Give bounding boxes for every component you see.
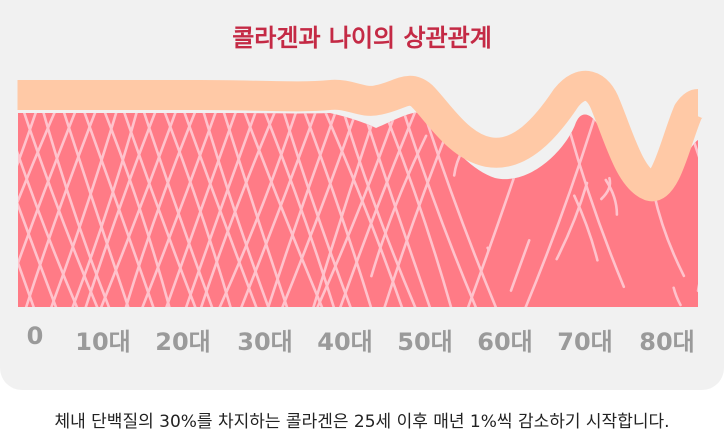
collagen-fiber xyxy=(82,112,162,308)
collagen-skin-diagram xyxy=(0,70,704,312)
caption-text: 체내 단백질의 30%를 차지하는 콜라겐은 25세 이후 매년 1%씩 감소하… xyxy=(54,412,670,432)
collagen-fiber xyxy=(604,178,619,216)
age-label-20s: 20대 xyxy=(155,328,211,356)
age-label-40s: 40대 xyxy=(317,328,373,356)
collagen-fiber xyxy=(118,112,199,308)
collagen-fiber xyxy=(216,112,302,308)
collagen-fiber xyxy=(418,112,500,308)
collagen-fiber xyxy=(338,112,419,308)
collagen-fiber xyxy=(0,100,16,312)
collagen-fiber xyxy=(218,112,290,308)
collagen-fiber xyxy=(314,112,402,308)
collagen-fiber xyxy=(18,112,37,308)
collagen-fiber xyxy=(18,112,82,308)
age-label-80s: 80대 xyxy=(639,328,695,356)
collagen-fiber xyxy=(18,112,62,308)
age-label-30s: 30대 xyxy=(237,328,293,356)
collagen-fiber xyxy=(600,176,612,201)
collagen-fiber xyxy=(238,112,322,308)
collagen-fibers xyxy=(0,100,698,312)
age-label-0: 0 xyxy=(26,322,44,350)
collagen-fiber xyxy=(522,112,602,308)
collagen-fiber xyxy=(123,112,202,308)
age-label-70s: 70대 xyxy=(557,328,613,356)
collagen-fiber xyxy=(278,112,354,308)
age-label-50s: 50대 xyxy=(397,328,453,356)
collagen-fiber xyxy=(370,134,428,278)
collagen-fiber xyxy=(18,112,22,308)
collagen-fiber xyxy=(98,112,172,308)
collagen-fiber xyxy=(183,112,262,308)
collagen-fiber xyxy=(18,112,81,308)
age-label-60s: 60대 xyxy=(477,328,533,356)
collagen-fiber xyxy=(337,112,422,308)
collagen-fiber xyxy=(265,112,342,308)
collagen-fiber xyxy=(310,112,382,308)
collagen-fiber xyxy=(69,112,142,308)
collagen-fiber xyxy=(139,112,222,308)
collagen-fiber xyxy=(18,112,101,308)
collagen-fiber xyxy=(98,112,182,308)
skin-surface xyxy=(18,70,704,201)
collagen-fiber xyxy=(23,112,102,308)
age-label-10s: 10대 xyxy=(75,328,131,356)
collagen-fiber xyxy=(198,112,272,308)
collagen-fiber xyxy=(163,112,242,308)
collagen-fiber xyxy=(279,112,362,308)
collagen-fiber xyxy=(18,112,60,308)
collagen-fiber xyxy=(696,216,698,293)
collagen-fiber xyxy=(564,116,626,289)
diagram-title: 콜라겐과 나이의 상관관계 xyxy=(232,24,492,52)
collagen-fiber xyxy=(672,286,682,307)
age-axis: 0 10대 20대 30대 40대 50대 60대 70대 80대 xyxy=(0,322,724,362)
collagen-fiber xyxy=(555,181,589,261)
collagen-fiber xyxy=(48,112,122,308)
collagen-fiber xyxy=(18,112,42,308)
collagen-fiber xyxy=(198,112,282,308)
collagen-fiber xyxy=(38,112,113,308)
collagen-fiber xyxy=(573,194,599,262)
collagen-fiber xyxy=(652,192,686,278)
collagen-fiber xyxy=(509,239,531,292)
